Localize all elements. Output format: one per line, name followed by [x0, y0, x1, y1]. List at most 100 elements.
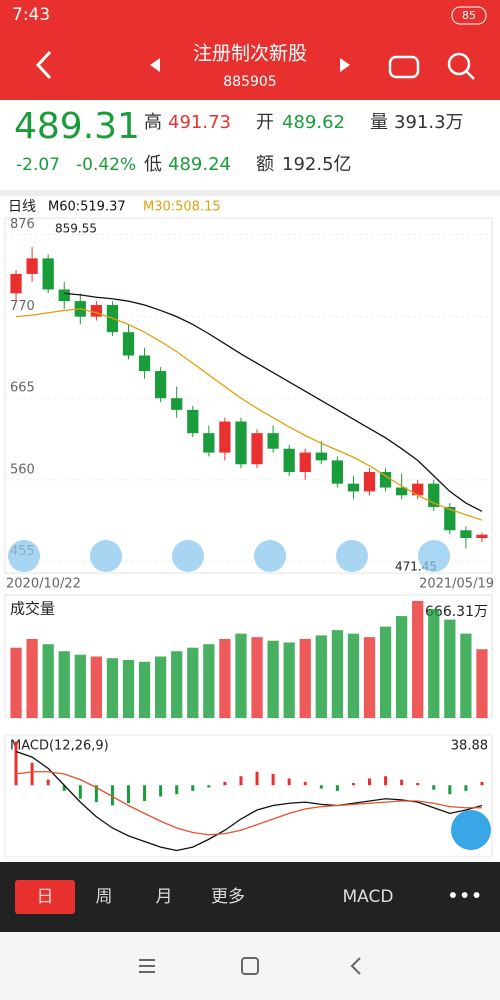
- volume-bar: [155, 656, 167, 718]
- divider: [0, 190, 500, 196]
- high-label: 高: [144, 112, 162, 133]
- volume-bar: [74, 654, 86, 718]
- zoom-out-button[interactable]: [172, 540, 204, 572]
- y-tick-label: 665: [10, 381, 35, 396]
- tab[interactable]: MACD: [343, 887, 394, 907]
- macd-bar: [351, 783, 355, 786]
- line: [15, 308, 483, 521]
- candle-body: [460, 530, 472, 539]
- price-frame: [4, 217, 493, 574]
- nav-back[interactable]: [350, 957, 361, 975]
- macd-bar: [480, 781, 484, 786]
- candle-body: [90, 305, 102, 317]
- fullscreen-button[interactable]: [418, 540, 450, 572]
- macd-bar: [110, 785, 114, 806]
- volume-bar: [396, 616, 408, 718]
- y-tick-label: 876: [10, 217, 35, 232]
- macd-bar: [416, 783, 420, 786]
- macd-bar: [159, 785, 163, 797]
- volume-bar: [10, 647, 22, 718]
- candle-body: [283, 448, 295, 473]
- candle-body: [203, 433, 215, 453]
- chart-title: 成交量: [10, 600, 55, 618]
- search-button[interactable]: [447, 52, 471, 76]
- max-label: 38.88: [451, 739, 488, 754]
- macd-bar: [191, 785, 195, 791]
- macd-bar: [62, 785, 66, 791]
- tab[interactable]: 月: [156, 887, 173, 907]
- tab[interactable]: 周: [96, 887, 113, 907]
- back-button[interactable]: [35, 50, 52, 80]
- legend-item: M60:519.37: [48, 200, 126, 215]
- volume-bar: [363, 637, 376, 718]
- volume-bar: [58, 651, 70, 718]
- zoom-in-button[interactable]: [90, 540, 122, 572]
- candle-body: [251, 433, 263, 465]
- candle-body: [187, 409, 199, 434]
- macd-bar: [175, 785, 179, 795]
- volume-bar: [460, 633, 472, 718]
- robot-button[interactable]: [388, 55, 420, 79]
- change-pct: -0.42%: [76, 155, 136, 175]
- volume-bar: [347, 633, 360, 718]
- volume-bar: [138, 661, 151, 718]
- vol-label: 量: [370, 112, 388, 133]
- macd-bar: [30, 762, 34, 786]
- volume-bar: [412, 600, 424, 718]
- next-button[interactable]: [340, 58, 350, 72]
- candle-body: [363, 472, 376, 492]
- tab[interactable]: 更多: [211, 887, 245, 907]
- chart-title: 日线: [8, 199, 36, 215]
- volume-bar: [428, 609, 440, 718]
- plots: 日线M60:519.37M30:508.15876770665560455859…: [5, 199, 494, 852]
- line: [15, 771, 482, 836]
- max-label: 859.55: [55, 222, 97, 236]
- macd-bar: [319, 785, 323, 789]
- high: 491.73: [168, 112, 231, 133]
- line: [64, 292, 483, 512]
- macd-bar: [432, 785, 436, 790]
- tool-button[interactable]: [8, 540, 40, 572]
- tip-button[interactable]: [451, 810, 491, 850]
- tabs: 日 周 月 更多 MACD: [37, 887, 394, 907]
- low: 489.24: [168, 154, 231, 175]
- macd-bar: [335, 785, 339, 791]
- right-button[interactable]: [336, 540, 368, 572]
- tab[interactable]: 日: [37, 887, 54, 907]
- nav-menu[interactable]: [139, 959, 155, 973]
- tab-bar: [0, 862, 500, 932]
- candle-body: [171, 398, 183, 410]
- candle-body: [42, 258, 54, 290]
- volume-bar: [187, 647, 199, 718]
- volume-bar: [203, 644, 215, 718]
- macd-bar: [223, 781, 227, 786]
- volume-bar: [299, 638, 311, 718]
- macd-bar: [464, 785, 468, 791]
- volume-bar: [106, 658, 119, 718]
- volume-bar: [283, 642, 295, 718]
- volume-bar: [476, 649, 488, 718]
- line: [15, 750, 483, 852]
- macd-bar: [400, 779, 404, 786]
- price: 489.31: [14, 106, 140, 147]
- nav-bar: [0, 932, 500, 1000]
- macd-frame: [4, 734, 493, 858]
- candle-body: [444, 506, 456, 531]
- left-button[interactable]: [254, 540, 286, 572]
- macd-bar: [143, 785, 147, 801]
- battery-level: 85: [462, 9, 476, 22]
- macd-bar: [14, 741, 18, 786]
- open: 489.62: [282, 112, 345, 133]
- volume-bar: [26, 638, 38, 718]
- candle-body: [379, 472, 392, 488]
- battery: [451, 6, 487, 25]
- nav-home[interactable]: [241, 957, 259, 975]
- change: -2.07: [16, 155, 60, 175]
- volume-bar: [379, 626, 392, 718]
- candle-body: [396, 487, 408, 496]
- chart-tools: [8, 540, 450, 572]
- candle-body: [26, 258, 38, 274]
- prev-button[interactable]: [150, 58, 160, 72]
- more-dots[interactable]: •••: [447, 884, 482, 908]
